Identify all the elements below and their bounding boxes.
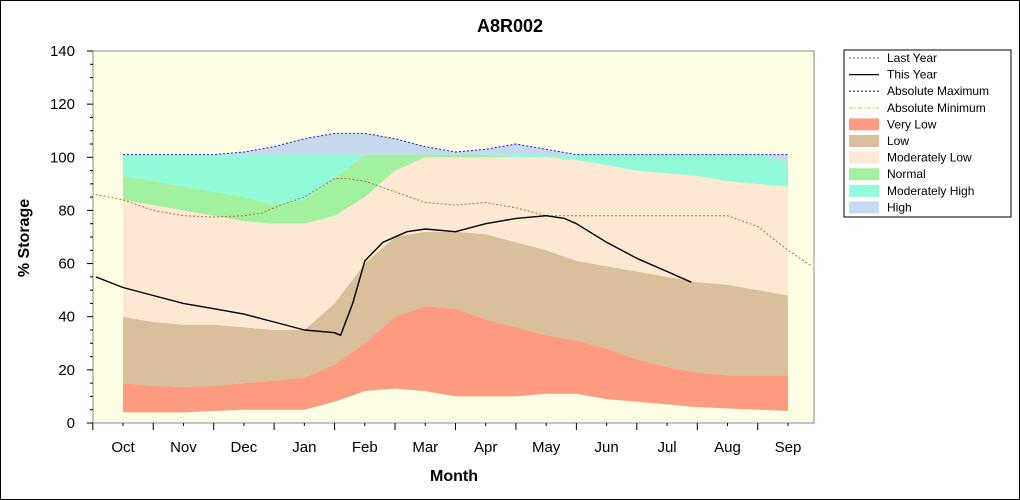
legend-label: Moderately High <box>887 184 974 198</box>
legend-item: High <box>849 200 912 214</box>
x-tick-label: Apr <box>474 439 497 456</box>
x-tick-label: Dec <box>231 439 258 456</box>
y-tick-label: 80 <box>58 202 75 219</box>
legend-label: Absolute Minimum <box>887 101 986 115</box>
x-tick-label: Sep <box>775 439 802 456</box>
legend-label: Very Low <box>887 117 937 131</box>
y-tick-label: 120 <box>50 96 75 113</box>
legend-item: Absolute Minimum <box>849 101 986 115</box>
legend-item: Last Year <box>849 51 937 65</box>
y-tick-label: 60 <box>58 256 75 273</box>
chart-title: A8R002 <box>477 16 543 36</box>
band-very-low <box>123 306 788 413</box>
legend-swatch-band <box>849 118 879 131</box>
legend-swatch-band <box>849 184 879 197</box>
legend-label: This Year <box>887 68 937 82</box>
legend-item: Moderately Low <box>849 151 972 165</box>
legend-label: Low <box>887 134 909 148</box>
legend: Last Year This Year Absolute Maximum Absolu… <box>843 49 1012 218</box>
legend-item: Very Low <box>849 117 937 131</box>
x-tick-label: Jul <box>657 439 676 456</box>
x-tick-label: Aug <box>714 439 741 456</box>
y-tick-label: 100 <box>50 149 75 166</box>
band-normal <box>123 154 788 224</box>
legend-label: Normal <box>887 167 926 181</box>
legend-item: Low <box>849 134 909 148</box>
x-tick-label: Oct <box>111 439 135 456</box>
legend-swatch-band <box>849 168 879 181</box>
y-axis-title: % Storage <box>16 199 33 277</box>
x-tick-label: Mar <box>412 439 438 456</box>
legend-label: Last Year <box>887 51 937 65</box>
band-moderately-high <box>123 154 788 206</box>
y-tick-label: 140 <box>50 43 75 60</box>
legend-swatch-band <box>849 151 879 164</box>
legend-label: Moderately Low <box>887 151 972 165</box>
x-tick-label: Feb <box>352 439 378 456</box>
y-axis: 0 20 40 60 80 100 120 140 <box>50 43 93 432</box>
legend-swatch-band <box>849 135 879 147</box>
y-tick-label: 0 <box>67 415 75 432</box>
y-tick-label: 40 <box>58 309 75 326</box>
x-tick-label: Jan <box>292 439 316 456</box>
x-tick-label: Jun <box>595 439 619 456</box>
y-tick-label: 20 <box>58 362 75 379</box>
line-layer <box>95 132 813 423</box>
series-last-year <box>95 178 813 267</box>
band-moderately-low <box>123 157 788 330</box>
series-this-year <box>95 215 692 336</box>
legend-item: This Year <box>849 68 937 82</box>
legend-item: Normal <box>849 167 926 181</box>
x-tick-label: Nov <box>170 439 197 456</box>
band-layer <box>123 133 788 413</box>
x-axis-title: Month <box>430 468 478 485</box>
x-tick-label: May <box>532 439 561 456</box>
legend-swatch-band <box>849 201 879 214</box>
legend-label: Absolute Maximum <box>887 84 989 98</box>
legend-item: Absolute Maximum <box>849 84 989 98</box>
x-axis: Oct Nov Dec Jan Feb Mar Apr May Jun Jul Aug Sep <box>92 423 802 456</box>
band-low <box>123 231 788 388</box>
series-absolute-maximum <box>123 132 788 156</box>
legend-label: High <box>887 200 912 214</box>
legend-item: Moderately High <box>849 184 974 198</box>
